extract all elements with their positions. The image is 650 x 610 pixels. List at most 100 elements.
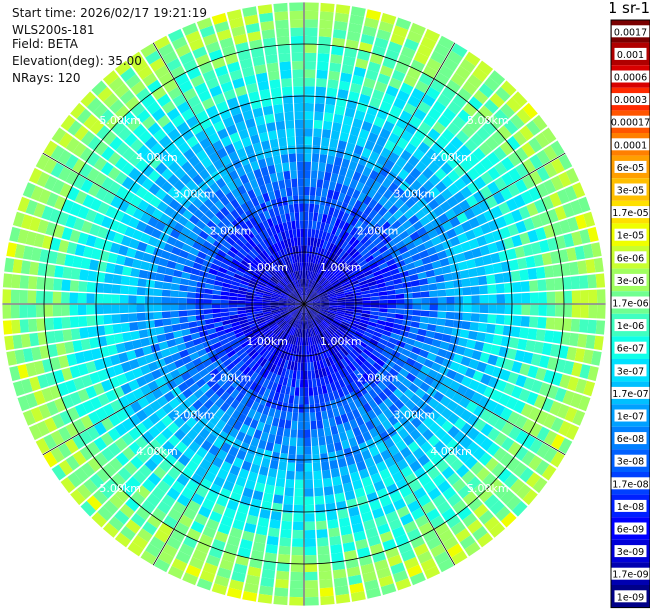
range-gate-cell	[289, 437, 297, 447]
range-gate-cell	[162, 543, 178, 558]
colorbar-tick-label: 6e-07	[617, 344, 644, 355]
range-gate-cell	[342, 115, 354, 126]
range-gate-cell	[184, 377, 196, 388]
range-gate-cell	[358, 174, 369, 185]
range-gate-cell	[535, 410, 549, 425]
range-gate-cell	[354, 330, 364, 338]
range-gate-cell	[295, 471, 304, 480]
range-gate-cell	[396, 137, 409, 150]
range-gate-cell	[401, 220, 413, 230]
range-gate-cell	[358, 442, 369, 453]
range-gate-cell	[250, 498, 262, 509]
range-gate-cell	[371, 334, 381, 342]
range-gate-cell	[212, 503, 226, 515]
range-gate-cell	[316, 275, 323, 283]
range-gate-cell	[183, 507, 197, 521]
range-gate-cell	[190, 473, 203, 486]
range-gate-cell	[306, 345, 310, 355]
range-gate-cell	[311, 336, 315, 345]
range-gate-cell	[478, 83, 494, 98]
range-gate-cell	[422, 404, 434, 416]
range-gate-cell	[363, 360, 373, 369]
range-gate-cell	[315, 86, 327, 96]
range-gate-cell	[314, 264, 319, 273]
range-gate-cell	[334, 105, 346, 116]
range-gate-cell	[313, 272, 318, 281]
range-gate-cell	[305, 297, 310, 303]
range-gate-cell	[353, 144, 364, 156]
range-gate-cell	[319, 293, 328, 298]
range-gate-cell	[348, 91, 360, 102]
range-gate-cell	[391, 526, 406, 539]
range-gate-cell	[472, 111, 488, 126]
range-gate-cell	[465, 400, 478, 413]
range-gate-cell	[434, 168, 447, 181]
range-gate-cell	[292, 538, 304, 547]
range-gate-cell	[305, 298, 311, 303]
range-gate-cell	[312, 301, 321, 304]
range-gate-cell	[491, 130, 506, 146]
range-gate-cell	[410, 321, 420, 328]
range-gate-cell	[441, 420, 454, 433]
range-gate-cell	[423, 239, 434, 250]
range-gate-cell	[563, 233, 575, 248]
range-gate-cell	[358, 423, 369, 434]
range-gate-cell	[380, 266, 390, 274]
range-gate-cell	[79, 446, 94, 461]
range-gate-cell	[162, 473, 176, 487]
range-gate-cell	[371, 180, 382, 192]
range-gate-cell	[247, 408, 256, 419]
range-gate-cell	[255, 365, 263, 375]
range-gate-cell	[409, 428, 422, 441]
range-gate-cell	[309, 309, 317, 316]
range-gate-cell	[337, 307, 346, 311]
range-gate-cell	[324, 232, 331, 242]
range-gate-cell	[312, 306, 321, 310]
range-gate-cell	[400, 46, 416, 59]
range-gate-cell	[392, 363, 403, 373]
range-gate-cell	[495, 379, 508, 392]
range-gate-cell	[374, 81, 388, 93]
range-gate-cell	[226, 499, 239, 511]
range-gate-cell	[330, 382, 337, 392]
range-gate-cell	[364, 579, 379, 591]
range-gate-cell	[470, 132, 484, 147]
range-gate-cell	[444, 142, 458, 156]
range-gate-cell	[294, 310, 300, 318]
range-gate-cell	[541, 252, 553, 266]
range-gate-cell	[304, 178, 311, 187]
range-gate-cell	[331, 322, 340, 329]
range-gate-cell	[307, 228, 312, 238]
range-gate-cell	[505, 396, 518, 410]
range-gate-cell	[290, 361, 295, 371]
range-gate-cell	[250, 463, 261, 474]
range-gate-cell	[372, 89, 385, 101]
range-gate-cell	[454, 417, 467, 430]
range-gate-cell	[250, 550, 264, 561]
range-gate-cell	[287, 334, 292, 344]
range-gate-cell	[443, 57, 459, 72]
range-gate-cell	[403, 388, 415, 399]
range-gate-cell	[305, 305, 311, 310]
range-gate-cell	[357, 547, 371, 558]
range-gate-cell	[223, 371, 233, 381]
range-gate-cell	[249, 338, 259, 346]
range-gate-cell	[423, 336, 434, 345]
range-gate-cell	[193, 434, 206, 446]
range-gate-cell	[596, 289, 606, 304]
range-gate-cell	[229, 491, 242, 503]
range-gate-cell	[543, 224, 555, 239]
range-gate-cell	[254, 533, 267, 544]
range-gate-cell	[531, 379, 543, 394]
range-gate-cell	[236, 431, 246, 442]
range-gate-cell	[338, 517, 351, 528]
range-gate-cell	[571, 231, 583, 246]
range-gate-cell	[409, 460, 422, 473]
range-gate-cell	[355, 416, 365, 427]
range-gate-cell	[429, 345, 440, 355]
range-gate-cell	[558, 171, 572, 188]
range-gate-cell	[286, 343, 291, 352]
range-gate-cell	[231, 378, 241, 389]
range-gate-cell	[529, 154, 543, 170]
range-gate-cell	[236, 334, 246, 342]
